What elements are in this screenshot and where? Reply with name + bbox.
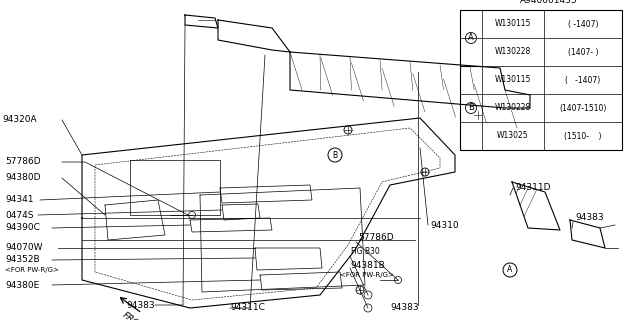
Text: <FOR PW-R/G>: <FOR PW-R/G> — [5, 267, 59, 273]
Text: A: A — [468, 34, 474, 43]
Text: 94383: 94383 — [126, 300, 155, 309]
Text: 94311C: 94311C — [230, 303, 265, 313]
Text: FRONT: FRONT — [120, 310, 150, 320]
Text: W130228: W130228 — [495, 103, 531, 113]
Text: 94320A: 94320A — [2, 116, 36, 124]
Text: FIG.B30: FIG.B30 — [350, 247, 380, 257]
Text: 94381B: 94381B — [350, 260, 385, 269]
Text: B: B — [332, 150, 337, 159]
Text: ( -1407): ( -1407) — [568, 20, 598, 28]
Text: 57786D: 57786D — [5, 157, 40, 166]
Text: 94070W: 94070W — [5, 244, 42, 252]
Text: 0474S: 0474S — [5, 211, 33, 220]
Bar — [460, 10, 622, 150]
Text: 57786D: 57786D — [358, 234, 394, 243]
Text: (   -1407): ( -1407) — [565, 76, 600, 84]
Text: 94341: 94341 — [5, 196, 33, 204]
Text: W130115: W130115 — [495, 76, 531, 84]
Text: 94383: 94383 — [390, 303, 419, 313]
Text: 94310: 94310 — [430, 220, 459, 229]
Text: 94352B: 94352B — [5, 255, 40, 265]
Text: 94390C: 94390C — [5, 223, 40, 233]
Text: (1510-    ): (1510- ) — [564, 132, 602, 140]
Text: <FOR PW-R/G>: <FOR PW-R/G> — [340, 272, 394, 278]
Text: W130228: W130228 — [495, 47, 531, 57]
Text: B: B — [468, 103, 474, 113]
Text: 94383: 94383 — [575, 213, 604, 222]
Text: (1407- ): (1407- ) — [568, 47, 598, 57]
Text: A940001435: A940001435 — [520, 0, 578, 5]
Text: W130115: W130115 — [495, 20, 531, 28]
Text: A: A — [508, 266, 513, 275]
Text: 94311D: 94311D — [515, 183, 550, 193]
Text: 94380E: 94380E — [5, 281, 39, 290]
Text: W13025: W13025 — [497, 132, 529, 140]
Text: (1407-1510): (1407-1510) — [559, 103, 607, 113]
Text: 94380D: 94380D — [5, 173, 40, 182]
